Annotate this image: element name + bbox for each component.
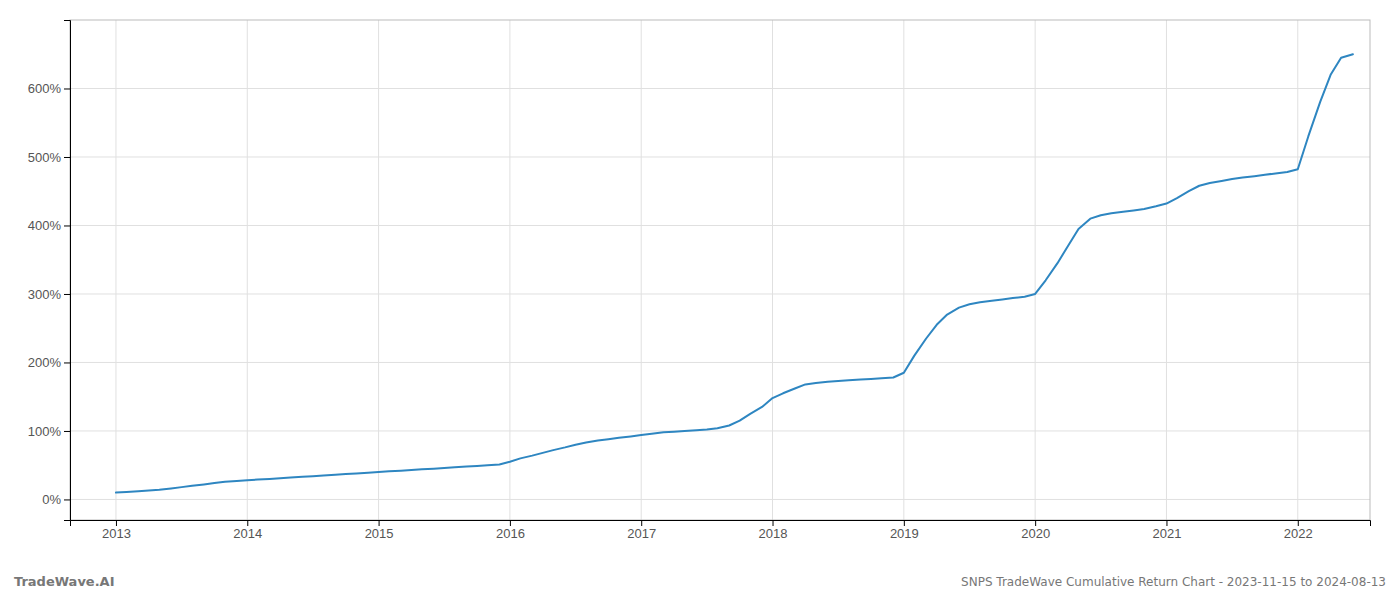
x-tick-label: 2018: [759, 526, 788, 541]
y-tick-label: 200%: [28, 355, 62, 370]
x-tick-mark: [1166, 520, 1167, 526]
y-tick: 100%: [28, 424, 70, 439]
x-axis: 2013 2014 2015 2016 2017 2018 2019 2020 2021 2022: [71, 520, 1371, 541]
grid-line-y: [70, 293, 1370, 294]
x-tick: 2016: [496, 520, 525, 541]
grid-line-x: [247, 20, 248, 520]
grid-line-x: [641, 20, 642, 520]
x-tick-label: 2016: [496, 526, 525, 541]
x-tick-mark: [904, 520, 905, 526]
grid-line-y: [70, 225, 1370, 226]
y-axis-line: [64, 21, 71, 521]
grid-line-x: [772, 20, 773, 520]
grid-line-x: [1166, 20, 1167, 520]
y-tick-label: 500%: [28, 150, 62, 165]
x-tick: 2014: [233, 520, 262, 541]
marks: [116, 54, 1353, 492]
y-tick: 300%: [28, 287, 70, 302]
grid-line-y: [70, 499, 1370, 500]
y-axis: 0% 100% 200% 300% 400% 500% 600%: [28, 21, 71, 521]
x-tick-label: 2022: [1284, 526, 1313, 541]
x-tick-label: 2021: [1153, 526, 1182, 541]
grid-line-y: [70, 156, 1370, 157]
x-tick: 2015: [365, 520, 394, 541]
x-tick: 2013: [102, 520, 131, 541]
plot-frame: [70, 20, 1370, 520]
x-tick: 2019: [890, 520, 919, 541]
x-tick-label: 2015: [365, 526, 394, 541]
y-tick-mark: [64, 88, 70, 89]
grid-line-x: [509, 20, 510, 520]
y-tick: 600%: [28, 81, 70, 96]
grid-line-x: [903, 20, 904, 520]
x-tick-mark: [1035, 520, 1036, 526]
line: [116, 54, 1353, 492]
x-tick-mark: [641, 520, 642, 526]
y-tick-mark: [64, 499, 70, 500]
y-tick-label: 100%: [28, 424, 62, 439]
y-tick: 500%: [28, 150, 70, 165]
y-tick-label: 300%: [28, 287, 62, 302]
x-tick-label: 2017: [627, 526, 656, 541]
y-tick: 400%: [28, 218, 70, 233]
x-tick: 2018: [759, 520, 788, 541]
x-tick-mark: [116, 520, 117, 526]
grid-line-y: [70, 430, 1370, 431]
x-tick: 2021: [1153, 520, 1182, 541]
y-tick: 200%: [28, 355, 70, 370]
y-tick-mark: [64, 157, 70, 158]
grid-line-x: [1035, 20, 1036, 520]
x-tick-mark: [773, 520, 774, 526]
watermark: TradeWave.AI: [14, 574, 115, 589]
x-tick-label: 2019: [890, 526, 919, 541]
x-tick-mark: [247, 520, 248, 526]
x-tick: 2017: [627, 520, 656, 541]
x-tick-label: 2013: [102, 526, 131, 541]
y-tick-mark: [64, 225, 70, 226]
x-tick-mark: [379, 520, 380, 526]
y-tick-label: 600%: [28, 81, 62, 96]
y-tick-mark: [64, 362, 70, 363]
grid-line-y: [70, 362, 1370, 363]
x-tick: 2020: [1021, 520, 1050, 541]
title: SNPS TradeWave Cumulative Return Chart -…: [961, 575, 1386, 589]
x-tick-label: 2014: [233, 526, 262, 541]
x-tick: 2022: [1284, 520, 1313, 541]
plot-area: 2013 2014 2015 2016 2017 2018 2019 2020 2021 2022…: [28, 20, 1371, 541]
y-tick-mark: [64, 431, 70, 432]
x-tick-mark: [1298, 520, 1299, 526]
x-axis-line: [71, 521, 1371, 527]
grid: [70, 20, 1370, 520]
y-tick-label: 400%: [28, 218, 62, 233]
grid-line-x: [115, 20, 116, 520]
grid-line-y: [70, 88, 1370, 89]
x-tick-mark: [510, 520, 511, 526]
grid-line-x: [378, 20, 379, 520]
y-tick-mark: [64, 294, 70, 295]
y-tick-label: 0%: [42, 492, 61, 507]
y-tick: 0%: [42, 492, 70, 507]
chart: 2013 2014 2015 2016 2017 2018 2019 2020 2021 2022…: [0, 0, 1400, 600]
x-tick-label: 2020: [1021, 526, 1050, 541]
grid-line-x: [1297, 20, 1298, 520]
